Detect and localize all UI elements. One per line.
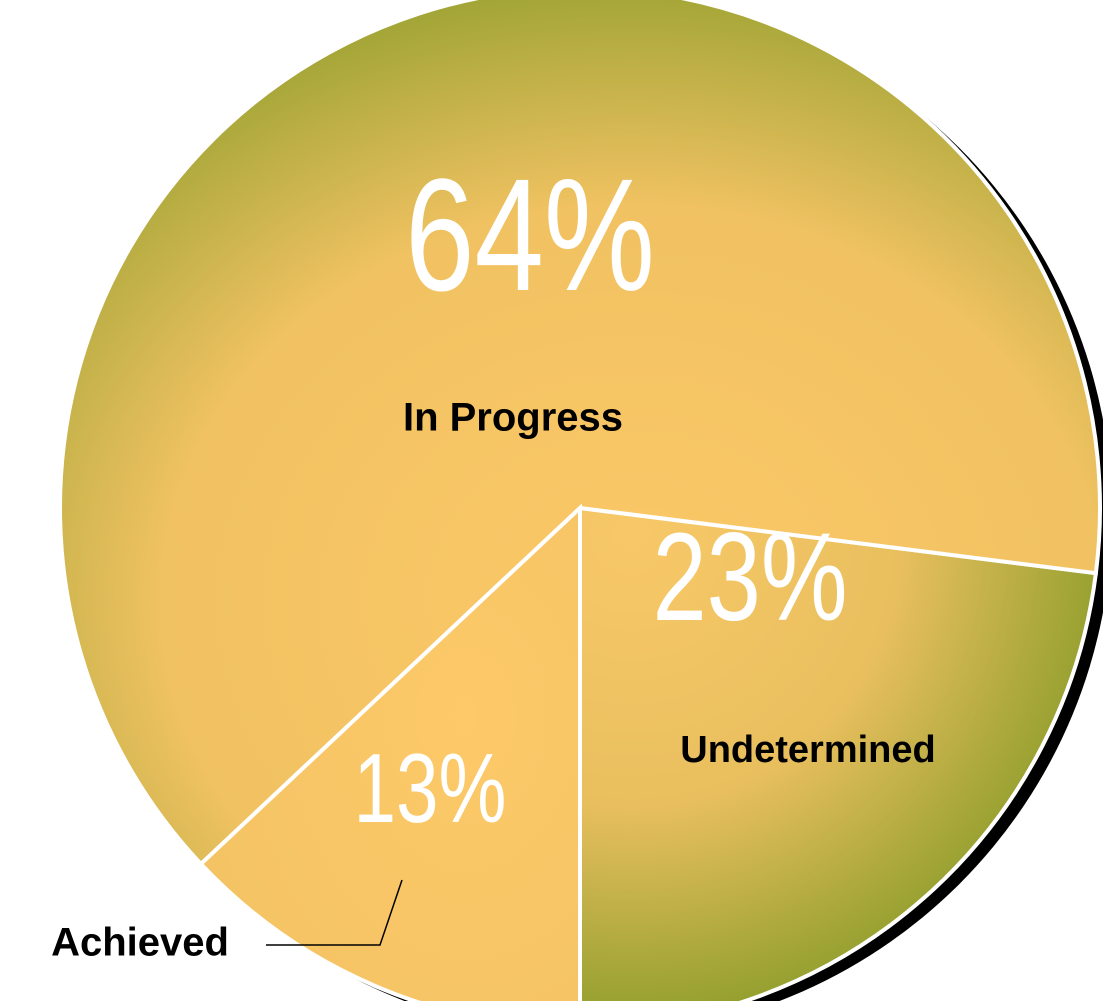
slices bbox=[58, 0, 1102, 1001]
pie-slice bbox=[578, 505, 1099, 1001]
category-label: In Progress bbox=[403, 396, 623, 440]
labels: 23% Undetermined 64% In Progress 13% Achieved bbox=[51, 146, 936, 964]
category-label: Achieved bbox=[51, 921, 229, 965]
pie-slice bbox=[58, 0, 1102, 867]
pie-slice bbox=[198, 503, 582, 1001]
leader-line bbox=[266, 879, 403, 946]
category-label: Undetermined bbox=[680, 729, 935, 771]
value-label: 64% bbox=[405, 146, 655, 324]
value-label: 23% bbox=[652, 507, 847, 646]
value-label: 13% bbox=[354, 733, 507, 843]
